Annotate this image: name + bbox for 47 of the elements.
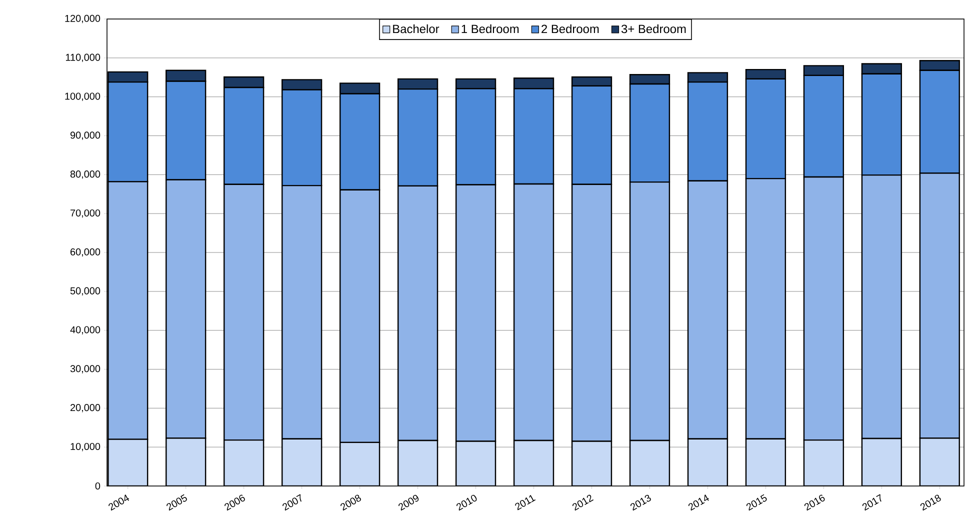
bar <box>108 439 148 486</box>
x-tick-label: 2015 <box>746 494 767 511</box>
y-tick-label: 30,000 <box>70 365 100 374</box>
x-tick-label: 2007 <box>282 494 302 511</box>
bar <box>166 438 206 486</box>
y-tick-label: 90,000 <box>70 132 100 140</box>
y-tick-label: 40,000 <box>70 326 100 334</box>
x-tick-label: 2018 <box>920 494 941 511</box>
bar <box>630 440 670 486</box>
x-tick-label: 2013 <box>630 494 651 511</box>
x-tick-label: 2011 <box>515 494 536 510</box>
x-tick-label: 2004 <box>108 494 130 511</box>
y-tick-label: 70,000 <box>70 209 100 218</box>
x-tick-label: 2017 <box>862 494 882 511</box>
bar <box>282 438 322 486</box>
x-tick-label: 2008 <box>340 494 361 511</box>
x-tick-label: 2010 <box>456 494 477 511</box>
x-tick-label: 2016 <box>804 494 825 511</box>
bar <box>572 441 612 486</box>
bar <box>688 438 728 486</box>
bar <box>514 440 554 486</box>
y-tick-label: 60,000 <box>70 248 100 257</box>
bar <box>224 440 264 486</box>
y-tick-label: 50,000 <box>70 287 100 296</box>
bar <box>862 438 902 486</box>
x-tick-label: 2006 <box>224 494 245 511</box>
x-tick-label: 2005 <box>166 494 187 511</box>
y-tick-label: 100,000 <box>65 92 100 101</box>
legend-label: Bachelor <box>393 24 440 34</box>
legend-label: 3+ Bedroom <box>621 24 686 34</box>
y-tick-label: 110,000 <box>66 54 100 62</box>
bar <box>746 438 786 486</box>
legend-label: 1 Bedroom <box>462 24 519 34</box>
y-tick-label: 80,000 <box>70 170 100 179</box>
y-tick-label: 0 <box>95 482 100 490</box>
y-tick-label: 120,000 <box>65 14 100 24</box>
bar <box>456 441 496 486</box>
y-tick-label: 20,000 <box>70 404 100 412</box>
bar <box>398 440 438 486</box>
legend-label: 2 Bedroom <box>542 24 599 34</box>
bar <box>919 438 960 486</box>
bar <box>340 442 380 486</box>
x-tick-label: 2009 <box>398 494 419 511</box>
x-tick-label: 2012 <box>572 494 594 511</box>
x-tick-label: 2014 <box>688 494 709 511</box>
bar <box>804 440 844 486</box>
y-tick-label: 10,000 <box>70 442 100 452</box>
